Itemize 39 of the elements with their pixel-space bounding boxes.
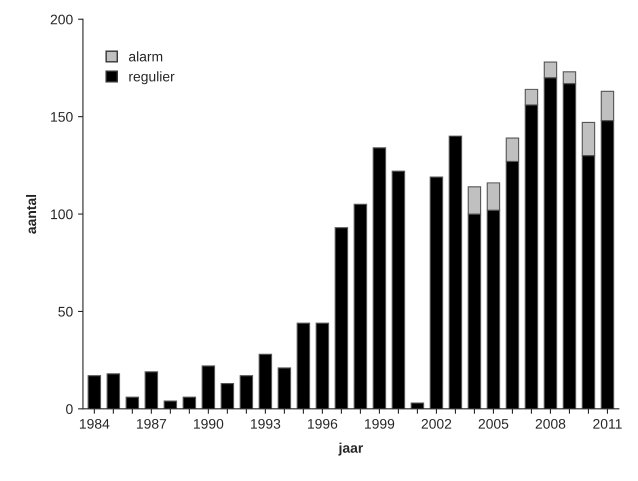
bar <box>372 147 386 409</box>
bar <box>106 373 120 409</box>
y-tick-label: 0 <box>66 404 73 414</box>
bar <box>430 176 444 409</box>
x-tick-label: 1987 <box>136 418 166 429</box>
bar <box>88 375 102 409</box>
bar <box>220 382 234 409</box>
bar <box>410 402 424 409</box>
bar <box>258 354 272 409</box>
bar <box>202 365 216 409</box>
x-tick-label: 2005 <box>478 418 508 429</box>
bar <box>144 371 158 409</box>
x-tick-label: 2011 <box>593 418 622 429</box>
bar <box>316 322 330 409</box>
legend-label: regulier <box>129 71 174 84</box>
bar <box>448 136 462 409</box>
bar <box>296 322 310 409</box>
bar <box>126 396 140 409</box>
x-tick-label: 2002 <box>422 418 452 429</box>
x-tick-label: 1996 <box>308 418 338 429</box>
bar <box>182 396 196 409</box>
y-tick-label: 200 <box>50 14 73 24</box>
y-axis-title: aantal <box>26 194 36 234</box>
legend-label: alarm <box>128 51 162 62</box>
bar <box>164 400 178 409</box>
x-axis-title: jaar <box>338 442 364 456</box>
bar <box>278 367 292 409</box>
x-tick-label: 1993 <box>250 418 280 429</box>
bar <box>392 170 406 409</box>
bar <box>354 204 368 409</box>
y-tick-label: 50 <box>58 306 73 317</box>
bar <box>240 375 254 409</box>
x-tick-label: 1999 <box>365 418 394 429</box>
x-tick-label: 1990 <box>194 418 224 429</box>
x-tick-label: 1984 <box>80 418 110 429</box>
bar <box>334 227 348 409</box>
x-tick-label: 2008 <box>536 418 566 429</box>
y-tick-label: 150 <box>51 112 73 122</box>
y-tick-label: 100 <box>51 209 73 220</box>
